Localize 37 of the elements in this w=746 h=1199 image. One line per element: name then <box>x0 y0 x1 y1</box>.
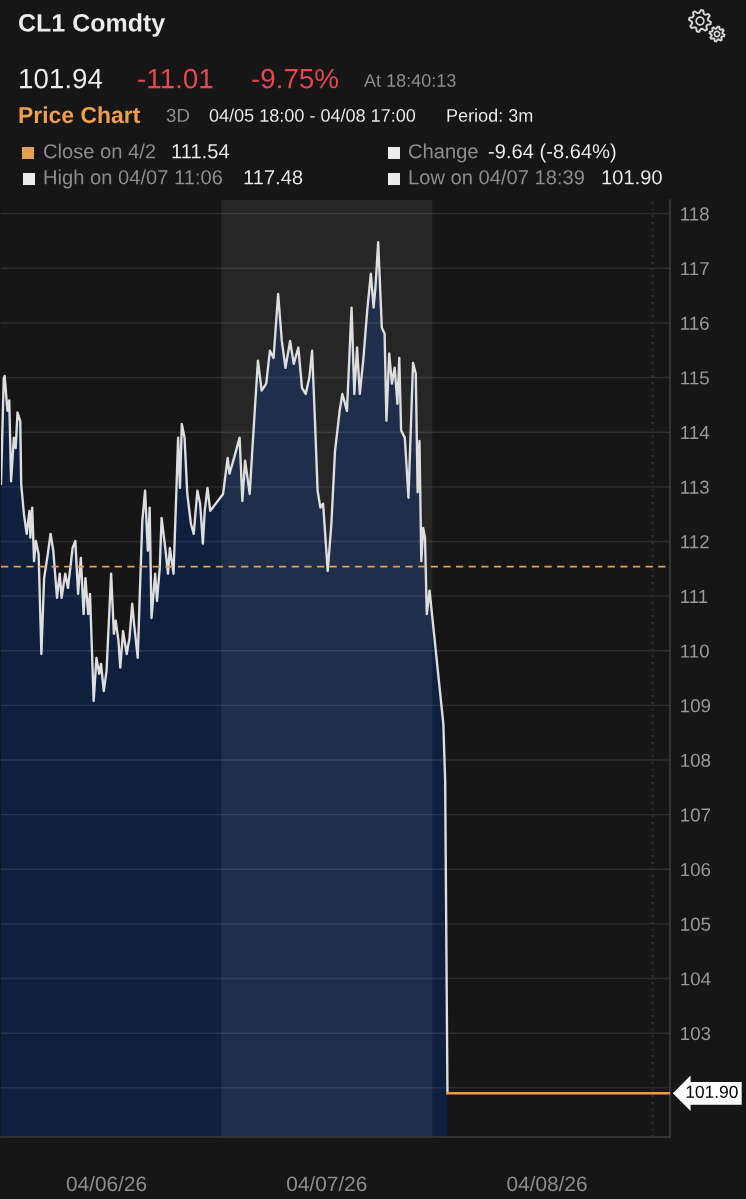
text: 3D <box>166 108 190 123</box>
legend-label: Close on 4/2 <box>44 143 156 159</box>
text: 111.54 <box>172 144 230 159</box>
y-tick-label: 109 <box>681 699 711 713</box>
y-tick-label: 103 <box>681 1026 711 1041</box>
text: At 18:40:13 <box>364 74 456 87</box>
chart-subtitle: Price Chart <box>19 106 140 124</box>
y-tick-label: 107 <box>681 808 711 822</box>
chart-title: CL1 Comdty <box>19 13 166 37</box>
text: 101.94 <box>20 68 103 89</box>
text: Period: 3m <box>447 108 533 122</box>
text: -9.64 (-8.64%) <box>488 143 616 163</box>
y-tick-label: 115 <box>681 371 709 385</box>
y-tick-label: 117 <box>681 262 709 276</box>
text: -9.75% <box>252 68 339 89</box>
x-tick-label: 04/07/26 <box>287 1175 367 1192</box>
y-tick-label: 104 <box>681 972 711 986</box>
y-tick-label: 106 <box>681 862 711 877</box>
data-label: 101.90 <box>686 1085 738 1098</box>
y-tick-label: 105 <box>681 917 711 931</box>
text: Change <box>409 143 478 163</box>
text: -11.01 <box>138 68 213 89</box>
text: 04/05 18:00 - 04/08 17:00 <box>209 108 416 122</box>
y-tick-label: 108 <box>681 753 711 767</box>
text: 101.90 <box>602 170 662 185</box>
text: 117.48 <box>244 170 303 185</box>
y-tick-label: 118 <box>681 207 709 221</box>
y-tick-label: 111 <box>681 590 708 603</box>
text: High on 04/07 11:06 <box>44 169 223 189</box>
y-tick-label: 110 <box>681 644 709 658</box>
y-tick-label: 116 <box>681 316 709 330</box>
y-tick-label: 114 <box>681 426 710 439</box>
x-tick-label: 04/08/26 <box>507 1175 587 1192</box>
y-tick-label: 113 <box>681 480 709 494</box>
y-tick-label: 112 <box>681 535 709 549</box>
text: Low on 04/07 18:39 <box>409 169 584 185</box>
x-tick-label: 04/06/26 <box>66 1175 147 1192</box>
